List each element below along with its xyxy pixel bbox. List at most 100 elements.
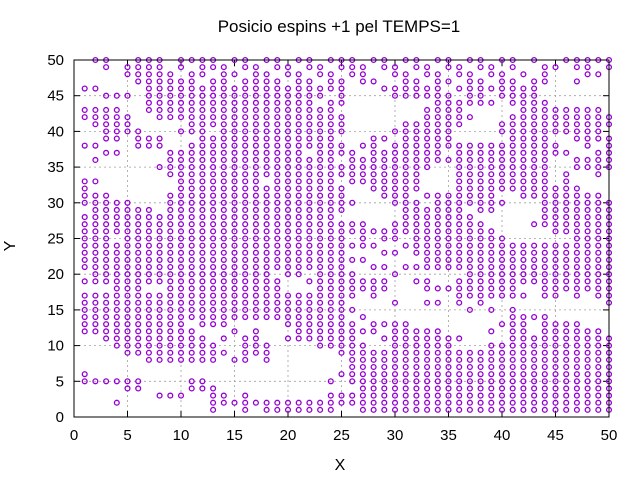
data-point <box>145 335 152 342</box>
data-point <box>541 221 548 228</box>
data-point <box>317 171 324 178</box>
data-point <box>456 64 463 71</box>
data-point <box>177 85 185 92</box>
data-point <box>231 149 238 156</box>
data-point <box>370 392 377 399</box>
data-point <box>498 156 506 164</box>
data-point <box>488 356 495 363</box>
data-point <box>306 142 313 149</box>
data-point <box>456 106 463 114</box>
data-point <box>113 135 120 142</box>
data-point <box>573 135 580 142</box>
y-tick-label: 0 <box>56 409 64 426</box>
data-point <box>220 335 227 342</box>
data-point <box>477 371 484 378</box>
data-point <box>317 235 324 242</box>
data-point <box>263 306 270 313</box>
data-point <box>295 135 302 142</box>
data-point <box>177 156 185 164</box>
data-point <box>252 242 259 249</box>
data-point <box>113 328 120 335</box>
data-point <box>413 64 420 71</box>
data-points <box>81 56 613 413</box>
data-point <box>552 149 559 156</box>
data-point <box>188 114 195 121</box>
data-point <box>498 399 506 406</box>
data-point <box>531 192 538 199</box>
data-point <box>424 285 431 292</box>
data-point <box>338 278 345 285</box>
data-point <box>370 242 377 249</box>
data-point <box>434 135 441 142</box>
data-point <box>488 149 495 156</box>
data-point <box>220 221 227 228</box>
data-point <box>317 313 324 321</box>
data-point <box>424 242 431 249</box>
data-point <box>284 313 292 321</box>
data-point <box>402 378 409 385</box>
data-point <box>210 206 217 213</box>
data-point <box>456 256 463 263</box>
data-point <box>488 156 495 164</box>
data-point <box>284 135 292 142</box>
y-axis-label: Y <box>2 240 19 251</box>
data-point <box>466 142 473 149</box>
data-point <box>359 349 366 356</box>
data-point <box>584 363 591 371</box>
data-point <box>81 192 88 199</box>
data-point <box>338 206 345 213</box>
data-point <box>263 214 270 221</box>
data-point <box>509 64 516 71</box>
data-point <box>274 306 281 313</box>
data-point <box>509 85 516 92</box>
data-point <box>81 264 88 271</box>
data-point <box>317 178 324 185</box>
data-point <box>477 178 484 185</box>
data-point <box>381 371 388 378</box>
data-point <box>466 228 473 235</box>
data-point <box>177 192 185 199</box>
data-point <box>242 399 249 406</box>
data-point <box>573 221 580 228</box>
data-point <box>295 214 302 221</box>
data-point <box>231 164 238 171</box>
data-point <box>284 171 292 178</box>
data-point <box>573 271 580 278</box>
data-point <box>231 114 238 121</box>
data-point <box>573 185 580 192</box>
data-point <box>445 206 452 213</box>
data-point <box>306 92 313 99</box>
data-point <box>317 328 324 335</box>
data-point <box>477 228 484 235</box>
data-point <box>199 356 206 363</box>
data-point <box>220 149 227 156</box>
data-point <box>456 99 463 106</box>
data-point <box>103 221 110 228</box>
data-point <box>402 406 409 413</box>
data-point <box>135 278 142 285</box>
data-point <box>488 164 495 171</box>
data-point <box>231 192 238 199</box>
data-point <box>188 328 195 335</box>
data-point <box>210 142 217 149</box>
data-point <box>252 335 259 342</box>
data-point <box>274 78 281 85</box>
data-point <box>552 221 559 228</box>
data-point <box>541 378 548 385</box>
data-point <box>177 114 185 121</box>
data-point <box>274 149 281 156</box>
data-point <box>477 235 484 242</box>
data-point <box>295 221 302 228</box>
data-point <box>541 385 548 392</box>
data-point <box>220 321 227 328</box>
data-point <box>113 106 120 114</box>
data-point <box>402 371 409 378</box>
data-point <box>531 363 538 371</box>
data-point <box>199 271 206 278</box>
data-point <box>359 242 366 249</box>
data-point <box>509 256 516 263</box>
data-point <box>113 299 120 306</box>
data-point <box>220 185 227 192</box>
data-point <box>327 78 334 85</box>
